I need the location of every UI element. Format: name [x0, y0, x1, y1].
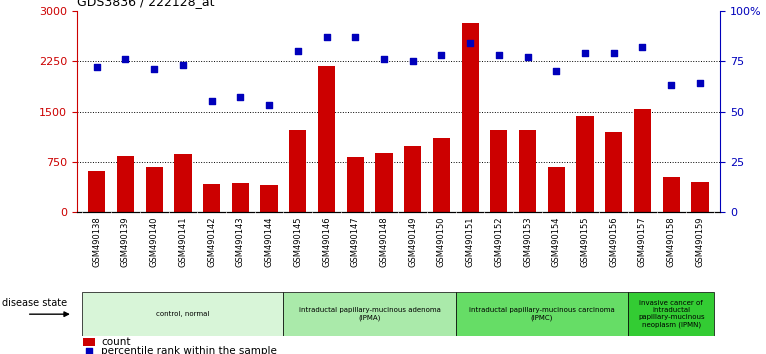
- Bar: [605, 132, 622, 212]
- Bar: [203, 184, 221, 212]
- Text: GSM490149: GSM490149: [408, 216, 417, 267]
- Text: GSM490151: GSM490151: [466, 216, 475, 267]
- Bar: [628, 292, 714, 336]
- Text: GSM490140: GSM490140: [149, 216, 159, 267]
- Point: [263, 103, 275, 108]
- Point: [665, 82, 677, 88]
- Point: [205, 98, 218, 104]
- Point: [464, 40, 476, 46]
- Text: GSM490138: GSM490138: [92, 216, 101, 267]
- Text: disease state: disease state: [2, 298, 67, 308]
- Bar: [404, 147, 421, 212]
- Point: [407, 58, 419, 64]
- Bar: [633, 109, 651, 212]
- Bar: [433, 138, 450, 212]
- Text: GSM490147: GSM490147: [351, 216, 360, 267]
- Bar: [456, 292, 628, 336]
- Point: [694, 80, 706, 86]
- Bar: [576, 116, 594, 212]
- Text: GSM490143: GSM490143: [236, 216, 245, 267]
- Text: GSM490148: GSM490148: [379, 216, 388, 267]
- Bar: [260, 185, 278, 212]
- Bar: [146, 167, 163, 212]
- Bar: [175, 154, 192, 212]
- Text: GSM490146: GSM490146: [322, 216, 331, 267]
- Bar: [461, 23, 479, 212]
- Text: count: count: [101, 337, 130, 347]
- Point: [119, 56, 132, 62]
- Point: [90, 64, 103, 70]
- Bar: [83, 338, 95, 346]
- Point: [177, 62, 189, 68]
- Text: GSM490145: GSM490145: [293, 216, 303, 267]
- Text: GSM490153: GSM490153: [523, 216, 532, 267]
- Bar: [691, 182, 709, 212]
- Text: GSM490141: GSM490141: [178, 216, 188, 267]
- Bar: [519, 130, 536, 212]
- Text: GSM490159: GSM490159: [696, 216, 705, 267]
- Text: GDS3836 / 222128_at: GDS3836 / 222128_at: [77, 0, 214, 8]
- Point: [148, 66, 160, 72]
- Text: GSM490155: GSM490155: [581, 216, 590, 267]
- Text: GSM490152: GSM490152: [494, 216, 503, 267]
- Text: invasive cancer of
intraductal
papillary-mucinous
neoplasm (IPMN): invasive cancer of intraductal papillary…: [638, 301, 705, 328]
- Bar: [375, 153, 392, 212]
- Text: percentile rank within the sample: percentile rank within the sample: [101, 346, 277, 354]
- Text: GSM490158: GSM490158: [666, 216, 676, 267]
- Point: [493, 52, 505, 58]
- Point: [550, 68, 562, 74]
- Bar: [88, 171, 106, 212]
- Bar: [289, 130, 306, 212]
- Bar: [663, 177, 680, 212]
- Text: GSM490139: GSM490139: [121, 216, 130, 267]
- Point: [637, 44, 649, 50]
- Point: [234, 95, 247, 100]
- Text: GSM490150: GSM490150: [437, 216, 446, 267]
- Point: [349, 34, 362, 40]
- Bar: [346, 156, 364, 212]
- Bar: [231, 183, 249, 212]
- Bar: [548, 167, 565, 212]
- Text: intraductal papillary-mucinous carcinoma
(IPMC): intraductal papillary-mucinous carcinoma…: [469, 307, 615, 321]
- Bar: [318, 66, 336, 212]
- Bar: [283, 292, 456, 336]
- Bar: [83, 292, 283, 336]
- Text: GSM490142: GSM490142: [207, 216, 216, 267]
- Text: control, normal: control, normal: [156, 311, 210, 317]
- Point: [607, 50, 620, 56]
- Point: [435, 52, 447, 58]
- Text: intraductal papillary-mucinous adenoma
(IPMA): intraductal papillary-mucinous adenoma (…: [299, 307, 440, 321]
- Bar: [117, 156, 134, 212]
- Text: GSM490157: GSM490157: [638, 216, 647, 267]
- Point: [522, 54, 534, 60]
- Text: GSM490144: GSM490144: [264, 216, 273, 267]
- Text: GSM490154: GSM490154: [552, 216, 561, 267]
- Point: [378, 56, 390, 62]
- Bar: [490, 130, 508, 212]
- Text: GSM490156: GSM490156: [609, 216, 618, 267]
- Point: [579, 50, 591, 56]
- Point: [292, 48, 304, 54]
- Point: [320, 34, 332, 40]
- Point: [83, 348, 95, 354]
